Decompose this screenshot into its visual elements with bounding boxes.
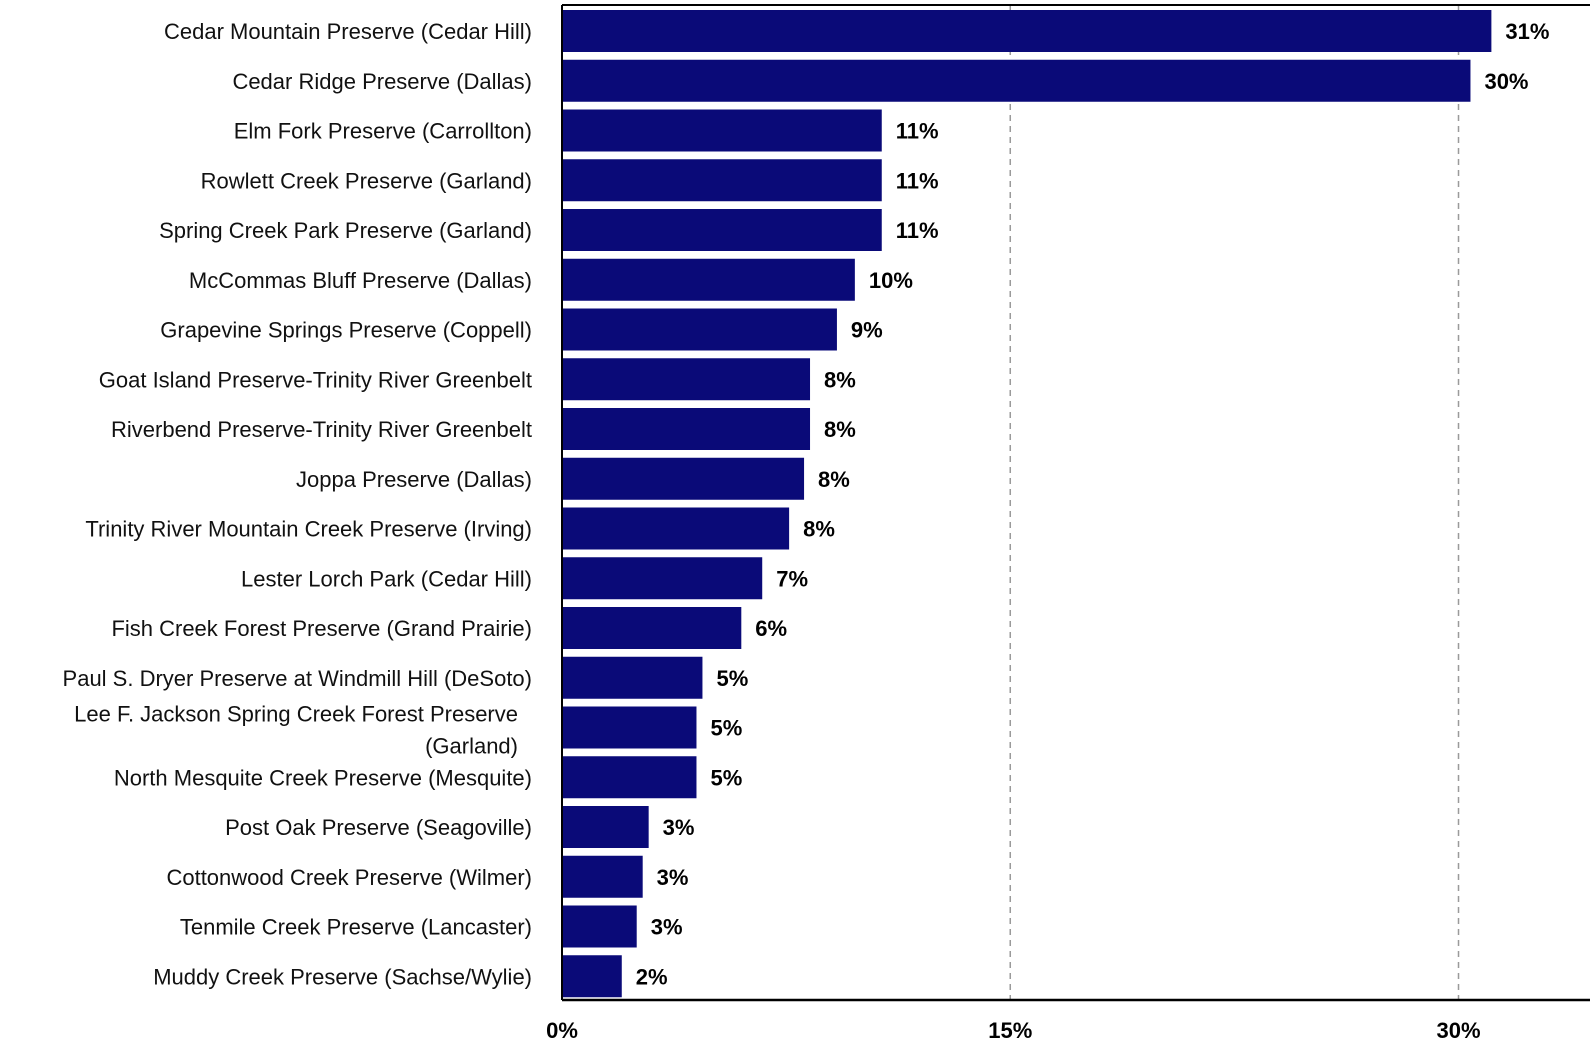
- category-label: Spring Creek Park Preserve (Garland): [159, 218, 532, 243]
- bar: [562, 507, 790, 550]
- bar: [562, 358, 811, 401]
- category-label: Elm Fork Preserve (Carrollton): [234, 119, 532, 144]
- category-label: Paul S. Dryer Preserve at Windmill Hill …: [63, 666, 532, 691]
- bar: [562, 955, 622, 998]
- bar: [562, 59, 1471, 102]
- category-label: Rowlett Creek Preserve (Garland): [201, 168, 532, 193]
- bar: [562, 258, 855, 301]
- bar: [562, 905, 637, 948]
- category-label: Goat Island Preserve-Trinity River Green…: [99, 367, 532, 392]
- value-label: 3%: [663, 815, 695, 840]
- value-label: 9%: [851, 318, 883, 343]
- bar: [562, 109, 882, 152]
- bar: [562, 557, 763, 600]
- category-label: Joppa Preserve (Dallas): [296, 467, 532, 492]
- value-label: 6%: [755, 616, 787, 641]
- category-label: Cottonwood Creek Preserve (Wilmer): [166, 865, 532, 890]
- bar: [562, 656, 703, 699]
- category-label: Cedar Mountain Preserve (Cedar Hill): [164, 19, 532, 44]
- category-label: Riverbend Preserve-Trinity River Greenbe…: [111, 417, 532, 442]
- x-tick-label: 30%: [1436, 1018, 1480, 1043]
- category-label: McCommas Bluff Preserve (Dallas): [189, 268, 532, 293]
- category-label: Cedar Ridge Preserve (Dallas): [232, 69, 532, 94]
- x-tick-label: 15%: [988, 1018, 1032, 1043]
- value-label: 5%: [716, 666, 748, 691]
- value-label: 30%: [1484, 69, 1528, 94]
- value-label: 10%: [869, 268, 913, 293]
- bar: [562, 159, 882, 202]
- value-label: 8%: [824, 367, 856, 392]
- bar: [562, 457, 805, 500]
- value-label: 3%: [651, 915, 683, 940]
- bar: [562, 10, 1492, 52]
- category-label: Grapevine Springs Preserve (Coppell): [160, 318, 532, 343]
- category-label: Tenmile Creek Preserve (Lancaster): [180, 915, 532, 940]
- bar: [562, 607, 742, 649]
- value-label: 8%: [824, 417, 856, 442]
- category-label: Trinity River Mountain Creek Preserve (I…: [85, 517, 532, 542]
- bars: [562, 10, 1492, 998]
- value-label: 11%: [896, 218, 939, 243]
- value-label: 11%: [896, 168, 939, 193]
- category-label: North Mesquite Creek Preserve (Mesquite): [114, 765, 532, 790]
- bar: [562, 209, 882, 251]
- bar: [562, 855, 643, 898]
- axes: [561, 4, 1590, 1002]
- category-label: Lee F. Jackson Spring Creek Forest Prese…: [74, 702, 518, 759]
- value-label: 8%: [818, 467, 850, 492]
- category-label: Fish Creek Forest Preserve (Grand Prairi…: [111, 616, 532, 641]
- value-label: 7%: [776, 566, 808, 591]
- labels: 31% Cedar Mountain Preserve (Cedar Hill) 3…: [63, 19, 1550, 1043]
- category-label: Muddy Creek Preserve (Sachse/Wylie): [153, 964, 532, 989]
- x-tick-label: 0%: [546, 1018, 578, 1043]
- bar: [562, 756, 697, 799]
- value-label: 5%: [710, 765, 742, 790]
- bar: [562, 308, 837, 351]
- category-label: Lester Lorch Park (Cedar Hill): [241, 566, 532, 591]
- value-label: 8%: [803, 517, 835, 542]
- bar: [562, 706, 697, 749]
- category-label: Post Oak Preserve (Seagoville): [225, 815, 532, 840]
- value-label: 11%: [896, 119, 939, 144]
- value-label: 5%: [710, 716, 742, 741]
- gridlines: [1009, 5, 1460, 1000]
- value-label: 31%: [1505, 19, 1549, 44]
- value-label: 2%: [636, 964, 668, 989]
- bar: [562, 806, 649, 848]
- bar: [562, 408, 811, 450]
- value-label: 3%: [657, 865, 689, 890]
